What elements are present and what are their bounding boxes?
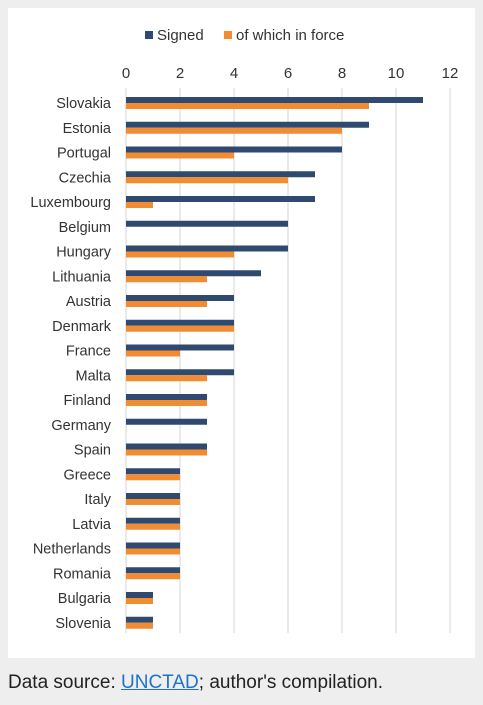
bar-signed: [126, 97, 423, 103]
bar-chart: Signed of which in force 0 2 4 6 8 10 12 Slova…: [30, 27, 459, 633]
bar-signed: [126, 344, 234, 351]
unctad-link[interactable]: UNCTAD: [121, 672, 199, 693]
bar-in-force: [126, 276, 207, 283]
category-label: Germany: [51, 418, 111, 434]
bar-signed: [126, 542, 180, 549]
category-label: Czechia: [59, 170, 112, 186]
bar-in-force: [126, 127, 342, 134]
x-axis-tick-labels: 0 2 4 6 8 10 12: [122, 65, 459, 82]
x-tick-label: 10: [388, 65, 405, 82]
bar-in-force: [126, 499, 180, 505]
bar-signed: [126, 443, 207, 450]
bar-in-force: [126, 177, 288, 184]
bar-signed: [126, 517, 180, 524]
bar-in-force: [126, 573, 180, 580]
bar-in-force: [126, 400, 207, 406]
category-label: Austria: [66, 294, 112, 310]
category-label: Denmark: [52, 319, 112, 335]
category-label: Malta: [76, 368, 112, 384]
bar-in-force: [126, 375, 207, 382]
category-label: Estonia: [63, 121, 112, 137]
category-label: Romania: [53, 566, 112, 582]
category-label: Italy: [84, 492, 111, 508]
category-label: Hungary: [56, 245, 112, 261]
legend-swatch-in-force: [224, 31, 232, 39]
bar-in-force: [126, 251, 234, 258]
bar-signed: [126, 616, 153, 623]
bar-signed: [126, 196, 315, 202]
legend-swatch-signed: [145, 31, 153, 39]
bar-signed: [126, 245, 288, 252]
bar-signed: [126, 493, 180, 499]
category-label: Slovenia: [55, 616, 112, 632]
bar-in-force: [126, 449, 207, 456]
source-suffix: ; author's compilation.: [198, 672, 383, 693]
category-label: France: [66, 344, 111, 360]
bar-signed: [126, 468, 180, 475]
bar-in-force: [126, 325, 234, 332]
category-label: Luxembourg: [30, 195, 111, 211]
source-prefix: Data source:: [8, 672, 121, 693]
category-label: Greece: [63, 467, 111, 483]
category-label: Belgium: [59, 220, 111, 236]
bar-in-force: [126, 523, 180, 530]
bar-signed: [126, 146, 342, 153]
x-tick-label: 6: [284, 65, 292, 82]
bar-signed: [126, 295, 234, 301]
bar-signed: [126, 171, 315, 178]
bar-signed: [126, 220, 288, 227]
bar-in-force: [126, 622, 153, 629]
x-tick-label: 8: [338, 65, 346, 82]
data-source-note: Data source: UNCTAD; author's compilatio…: [8, 672, 383, 694]
bar-signed: [126, 121, 369, 128]
legend-label-in-force: of which in force: [236, 27, 344, 44]
x-tick-label: 0: [122, 65, 130, 82]
bar-in-force: [126, 202, 153, 208]
category-label: Netherlands: [33, 542, 111, 558]
bar-signed: [126, 394, 207, 400]
category-label: Lithuania: [52, 269, 112, 285]
x-tick-label: 4: [230, 65, 238, 82]
bar-in-force: [126, 103, 369, 109]
category-label: Bulgaria: [58, 591, 112, 607]
bar-in-force: [126, 598, 153, 604]
bar-in-force: [126, 350, 180, 357]
bar-signed: [126, 592, 153, 598]
x-tick-label: 2: [176, 65, 184, 82]
bars: [126, 97, 423, 629]
category-label: Latvia: [72, 517, 112, 533]
bar-signed: [126, 418, 207, 425]
bar-signed: [126, 270, 261, 277]
category-label: Portugal: [57, 146, 111, 162]
bar-in-force: [126, 301, 207, 307]
category-label: Slovakia: [56, 96, 112, 112]
bar-in-force: [126, 152, 234, 159]
bar-signed: [126, 319, 234, 326]
category-label: Finland: [63, 393, 111, 409]
bar-signed: [126, 369, 234, 376]
bar-in-force: [126, 474, 180, 481]
chart-panel: Signed of which in force 0 2 4 6 8 10 12 Slova…: [8, 8, 475, 658]
category-label: Spain: [74, 443, 111, 459]
bar-in-force: [126, 548, 180, 555]
bar-signed: [126, 567, 180, 574]
y-axis-category-labels: Slovakia Estonia Portugal Czechia Luxembourg…: [30, 96, 112, 632]
legend-label-signed: Signed: [157, 27, 204, 44]
x-tick-label: 12: [442, 65, 459, 82]
legend: Signed of which in force: [145, 27, 344, 44]
